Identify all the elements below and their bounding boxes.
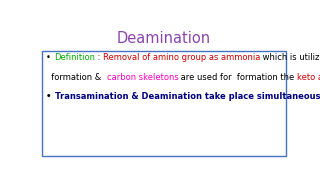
FancyBboxPatch shape (43, 51, 285, 156)
Text: formation &: formation & (46, 73, 107, 82)
Text: Deamination: Deamination (117, 31, 211, 46)
Text: •: • (46, 53, 54, 62)
Text: which is utilized for: which is utilized for (260, 53, 320, 62)
Text: •: • (46, 92, 55, 101)
Text: Transamination & Deamination take place simultaneously.(Trans deamination ): Transamination & Deamination take place … (55, 92, 320, 101)
Text: :: : (95, 53, 103, 62)
Text: keto acids: keto acids (297, 73, 320, 82)
Text: Definition: Definition (54, 53, 95, 62)
Text: are used for  formation the: are used for formation the (179, 73, 297, 82)
Text: Removal of amino group as ammonia: Removal of amino group as ammonia (103, 53, 260, 62)
Text: carbon skeletons: carbon skeletons (107, 73, 179, 82)
